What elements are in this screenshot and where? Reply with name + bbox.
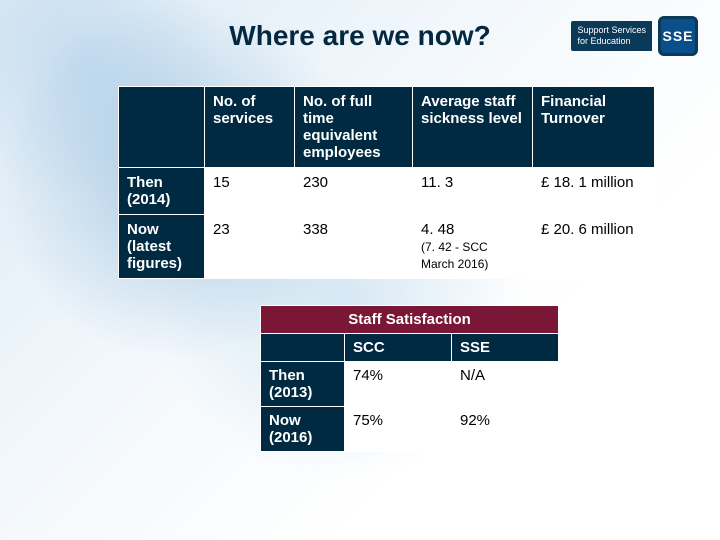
cell-services: 23 <box>205 215 295 279</box>
cell-services: 15 <box>205 168 295 215</box>
col-blank <box>261 334 345 362</box>
table-header-row: SCC SSE <box>261 334 559 362</box>
col-services: No. of services <box>205 87 295 168</box>
table-row: Now (latest figures) 23 338 4. 48 (7. 42… <box>119 215 655 279</box>
comparison-table: No. of services No. of full time equival… <box>118 86 655 279</box>
cell-sickness-note: (7. 42 - SCC March 2016) <box>421 240 488 271</box>
cell-fte: 338 <box>295 215 413 279</box>
table-row: Now (2016) 75% 92% <box>261 407 559 452</box>
row-label: Then (2014) <box>119 168 205 215</box>
row-label: Then (2013) <box>261 362 345 407</box>
brand-logo-text: Support Services for Education <box>571 21 652 51</box>
brand-logo: Support Services for Education SSE <box>571 16 698 56</box>
satisfaction-title: Staff Satisfaction <box>261 306 559 334</box>
brand-logo-badge: SSE <box>658 16 698 56</box>
row-label: Now (2016) <box>261 407 345 452</box>
cell-fte: 230 <box>295 168 413 215</box>
cell-turnover: £ 20. 6 million <box>533 215 655 279</box>
cell-turnover: £ 18. 1 million <box>533 168 655 215</box>
slide: Where are we now? Support Services for E… <box>0 0 720 540</box>
col-turnover: Financial Turnover <box>533 87 655 168</box>
satisfaction-table-wrap: Staff Satisfaction SCC SSE Then (2013) 7… <box>260 305 670 452</box>
table-title-row: Staff Satisfaction <box>261 306 559 334</box>
table-header-row: No. of services No. of full time equival… <box>119 87 655 168</box>
brand-logo-line1: Support Services <box>577 25 646 35</box>
col-fte: No. of full time equivalent employees <box>295 87 413 168</box>
col-sse: SSE <box>452 334 559 362</box>
cell-sickness-value: 4. 48 <box>421 221 454 238</box>
comparison-table-wrap: No. of services No. of full time equival… <box>118 86 660 279</box>
satisfaction-table: Staff Satisfaction SCC SSE Then (2013) 7… <box>260 305 559 452</box>
row-label: Now (latest figures) <box>119 215 205 279</box>
cell-sickness-value: 11. 3 <box>421 174 453 191</box>
cell-scc: 74% <box>345 362 452 407</box>
col-scc: SCC <box>345 334 452 362</box>
table-row: Then (2014) 15 230 11. 3 £ 18. 1 million <box>119 168 655 215</box>
cell-sickness: 11. 3 <box>413 168 533 215</box>
cell-scc: 75% <box>345 407 452 452</box>
col-sickness: Average staff sickness level <box>413 87 533 168</box>
brand-logo-line2: for Education <box>577 36 630 46</box>
cell-sse: N/A <box>452 362 559 407</box>
col-blank <box>119 87 205 168</box>
cell-sse: 92% <box>452 407 559 452</box>
cell-sickness: 4. 48 (7. 42 - SCC March 2016) <box>413 215 533 279</box>
table-row: Then (2013) 74% N/A <box>261 362 559 407</box>
